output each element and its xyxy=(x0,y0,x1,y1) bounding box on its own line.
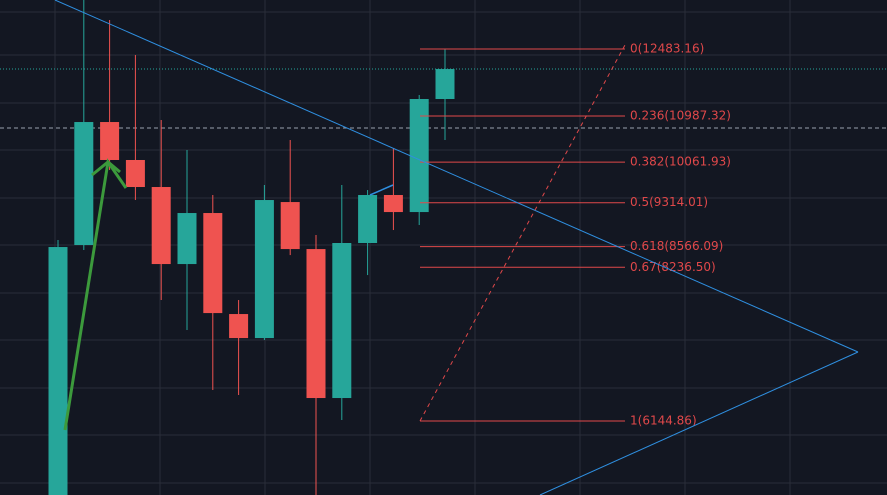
candle-body xyxy=(383,195,403,213)
trend-line xyxy=(539,351,859,495)
candle-body xyxy=(332,243,352,399)
candle-body xyxy=(358,195,378,244)
fib-label: 0(12483.16) xyxy=(630,42,704,56)
fib-label: 0.5(9314.01) xyxy=(630,195,708,209)
candle-body xyxy=(100,122,120,160)
fib-label: 0.618(8566.09) xyxy=(630,239,723,253)
fib-label: 0.382(10061.93) xyxy=(630,155,731,169)
trend-line xyxy=(54,0,859,353)
fib-label: 1(6144.86) xyxy=(630,414,697,428)
candle-body xyxy=(203,213,223,314)
arrow-head xyxy=(91,160,121,177)
candle-body xyxy=(280,202,300,250)
fib-label: 0.67(8236.50) xyxy=(630,260,716,274)
candle-body xyxy=(74,122,94,246)
fib-label: 0.236(10987.32) xyxy=(630,109,731,123)
candle-body xyxy=(151,187,171,265)
candle-body xyxy=(306,249,326,399)
candle-body xyxy=(125,159,145,188)
candle-body xyxy=(48,247,68,495)
marks: 0(12483.16) 0.236(10987.32) 0.382(10061.93… xyxy=(48,0,731,495)
trend-line xyxy=(369,184,394,196)
candle-body xyxy=(435,69,455,100)
candle-body xyxy=(254,200,274,339)
candle-body xyxy=(177,213,197,265)
candle-body xyxy=(229,314,249,339)
candle-body xyxy=(409,99,429,213)
